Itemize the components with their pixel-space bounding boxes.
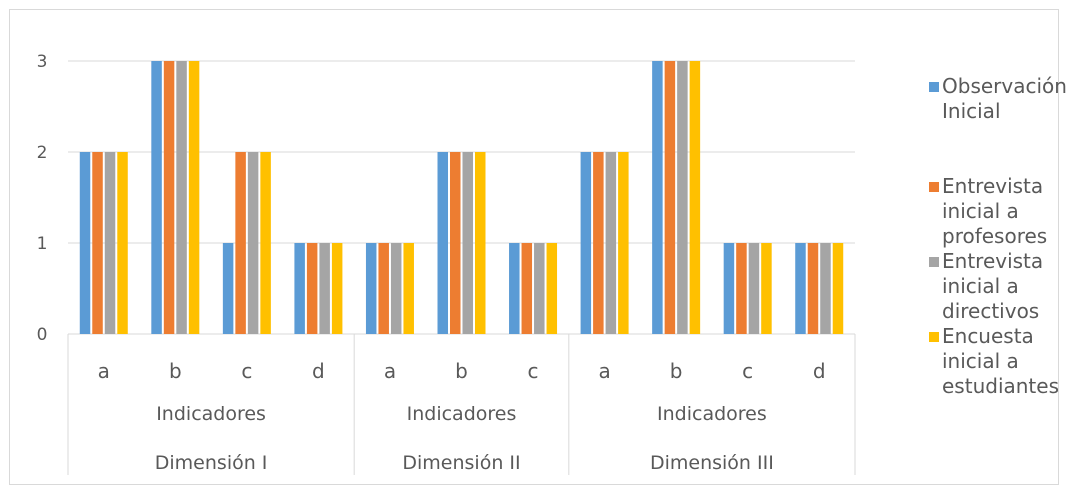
group-indicator-label: Indicadores: [156, 403, 266, 425]
group-dimension-label: Dimensión II: [402, 452, 520, 474]
x-category-label: c: [241, 359, 252, 383]
bar-s1-c9: [736, 243, 747, 334]
bar-s2-c6: [534, 243, 545, 334]
bar-s2-c9: [748, 243, 760, 334]
y-tick-label: 0: [37, 325, 48, 345]
legend-label-0: Observación Inicial: [942, 74, 1067, 123]
bar-s0-c2: [222, 243, 234, 334]
bar-s1-c2: [235, 152, 246, 334]
bar-s0-c6: [509, 243, 520, 334]
bar-s3-c1: [188, 61, 200, 334]
group-dimension-label: Dimensión III: [650, 452, 774, 474]
bar-s0-c10: [795, 243, 806, 334]
legend-item-3: Encuesta inicial a estudiantes: [929, 324, 1064, 399]
legend: Observación Inicial Entrevista inicial a…: [929, 74, 1067, 399]
bar-s0-c7: [580, 152, 592, 334]
bar-s2-c7: [605, 152, 617, 334]
bar-s1-c0: [92, 152, 103, 334]
bar-s2-c2: [247, 152, 259, 334]
bar-s3-c3: [331, 243, 343, 334]
bar-s1-c7: [593, 152, 604, 334]
legend-label-3: Encuesta inicial a estudiantes: [942, 324, 1059, 398]
legend-item-1: Entrevista inicial a profesores: [929, 174, 1064, 249]
bar-s0-c8: [652, 61, 663, 334]
legend-item-2: Entrevista inicial a directivos: [929, 249, 1064, 324]
bar-s1-c10: [807, 243, 819, 334]
x-category-label: d: [312, 359, 325, 383]
bar-s1-c8: [664, 61, 676, 334]
x-category-label: a: [384, 359, 396, 383]
x-category-label: c: [742, 359, 753, 383]
y-tick-label: 2: [37, 143, 48, 163]
bar-s0-c5: [437, 152, 448, 334]
bar-s2-c8: [677, 61, 688, 334]
bar-s0-c0: [79, 152, 91, 334]
legend-item-0: Observación Inicial: [929, 74, 1067, 174]
bar-s2-c1: [176, 61, 187, 334]
bar-s3-c8: [689, 61, 701, 334]
x-category-label: b: [670, 359, 683, 383]
legend-swatch-1: [929, 182, 939, 192]
bar-s3-c5: [475, 152, 486, 334]
x-category-label: d: [813, 359, 826, 383]
bar-s1-c3: [306, 243, 318, 334]
x-category-label: b: [455, 359, 468, 383]
x-category-label: a: [98, 359, 110, 383]
bar-s0-c9: [723, 243, 735, 334]
bar-s2-c5: [462, 152, 473, 334]
x-category-label: c: [528, 359, 539, 383]
bar-s3-c2: [260, 152, 271, 334]
bar-s1-c6: [521, 243, 533, 334]
bar-s3-c6: [546, 243, 558, 334]
bar-s2-c10: [820, 243, 831, 334]
legend-swatch-0: [929, 82, 939, 92]
legend-swatch-2: [929, 257, 939, 267]
y-tick-label: 3: [37, 52, 48, 72]
bar-s3-c9: [761, 243, 772, 334]
legend-label-2: Entrevista inicial a directivos: [942, 249, 1044, 323]
x-category-label: b: [169, 359, 182, 383]
bar-s0-c3: [294, 243, 305, 334]
bar-s1-c4: [378, 243, 389, 334]
bar-s3-c4: [403, 243, 414, 334]
group-dimension-label: Dimensión I: [155, 452, 268, 474]
x-category-label: a: [598, 359, 610, 383]
group-indicator-label: Indicadores: [657, 403, 767, 425]
bar-s0-c1: [151, 61, 162, 334]
bar-s2-c4: [390, 243, 402, 334]
legend-label-1: Entrevista inicial a profesores: [942, 174, 1048, 248]
bar-s3-c0: [117, 152, 128, 334]
bar-s2-c0: [104, 152, 116, 334]
bar-s2-c3: [319, 243, 330, 334]
legend-swatch-3: [929, 332, 939, 342]
bar-s3-c7: [618, 152, 629, 334]
group-indicator-label: Indicadores: [407, 403, 517, 425]
bar-s0-c4: [365, 243, 377, 334]
bar-s1-c1: [163, 61, 175, 334]
bar-s1-c5: [450, 152, 461, 334]
y-tick-label: 1: [37, 234, 48, 254]
bar-s3-c10: [832, 243, 844, 334]
